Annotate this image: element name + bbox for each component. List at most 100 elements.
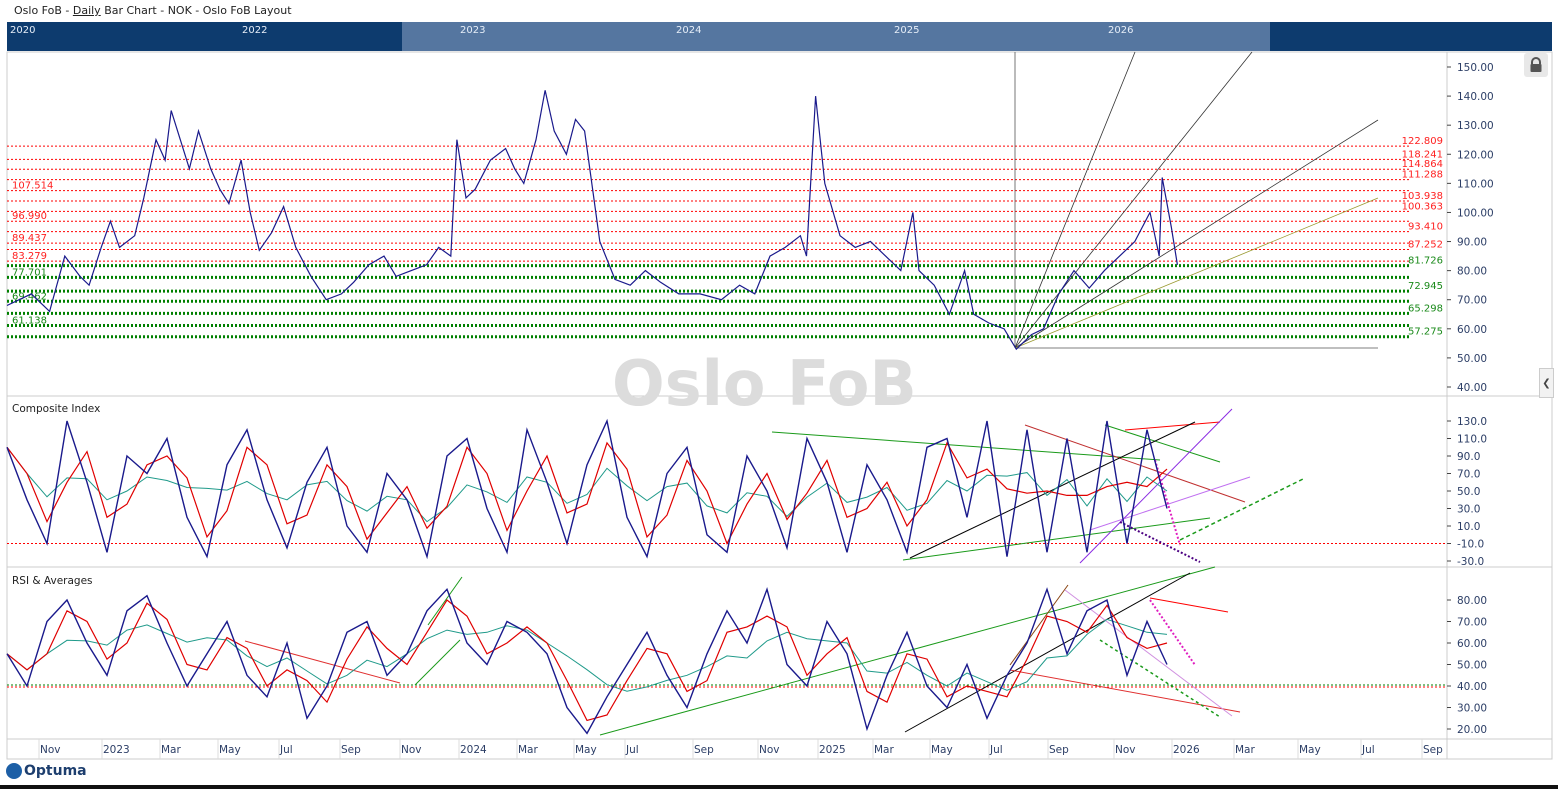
x-tick-label: May [931,744,953,756]
x-tick-label: 2024 [460,744,487,756]
x-tick-label: Nov [1115,744,1136,756]
x-tick-label: Jul [625,744,639,756]
x-tick-label: Nov [759,744,780,756]
y-tick-label: 10.0 [1457,521,1480,533]
date-navigator[interactable]: 2020 2022 2023 2024 2025 2026 [7,22,1552,51]
y-tick-label: 50.00 [1457,660,1487,672]
periodicity-link[interactable]: Daily [72,4,101,17]
x-tick-label: May [219,744,241,756]
logo-mark-icon [6,763,22,779]
fib-level-label: 103.938 [1402,191,1443,202]
rsi-slow-average [6,618,1168,692]
y-tick-label: 60.00 [1457,324,1487,336]
fibonacci-levels[interactable]: 107.514 96.990 89.437 83.279 77.701 69.462 61.… [7,136,1443,339]
chart-frame [6,51,1553,760]
rsi-trendlines[interactable] [244,566,1241,736]
composite-index-line [6,418,1168,560]
navigator-selection[interactable] [402,22,1270,51]
x-tick-label: Sep [1423,744,1443,756]
y-tick-label: 110.0 [1457,434,1487,446]
nav-year: 2022 [242,25,268,36]
x-tick-label: Jul [989,744,1003,756]
optuma-logo: Optuma [6,763,87,779]
y-tick-label: -30.0 [1457,556,1484,568]
y-tick-label: 120.00 [1457,149,1494,161]
y-tick-label: 130.0 [1457,416,1487,428]
panel-title-composite: Composite Index [12,403,100,415]
x-tick-label: 2026 [1173,744,1200,756]
x-tick-label: 2023 [103,744,130,756]
nav-year: 2026 [1108,25,1134,36]
fib-level-label: 83.279 [12,251,47,262]
fib-level-label: 111.288 [1402,170,1443,181]
fib-level-label: 65.298 [1408,303,1443,314]
x-tick-label: Jul [279,744,293,756]
y-tick-label: 150.00 [1457,62,1494,74]
fib-level-label: 93.410 [1408,222,1443,233]
x-tick-label: Sep [694,744,714,756]
fib-level-label: 87.252 [1408,240,1443,251]
price-line [6,90,1178,351]
x-tick-label: Mar [518,744,538,756]
fib-level-label: 77.701 [12,267,47,278]
fib-level-label: 118.241 [1402,149,1443,160]
x-tick-label: May [1299,744,1321,756]
x-axis[interactable]: Nov 2023 Mar May Jul Sep Nov 2024 Mar May Jul Sep No… [38,739,1443,759]
title-symbol: Oslo FoB - [14,4,73,17]
watermark: Oslo FoB [612,347,917,420]
logo-text: Optuma [24,763,87,779]
chart-title: Oslo FoB - Daily Bar Chart - NOK - Oslo … [14,4,292,17]
x-tick-label: Mar [874,744,894,756]
y-tick-label: 90.00 [1457,237,1487,249]
composite-trendlines[interactable] [771,408,1306,564]
y-tick-label: 40.00 [1457,681,1487,693]
nav-year: 2025 [894,25,920,36]
y-tick-label: 90.0 [1457,451,1480,463]
y-tick-label: 100.00 [1457,207,1494,219]
x-tick-label: May [575,744,597,756]
fib-level-label: 122.809 [1402,136,1443,147]
y-axes[interactable]: 150.00 140.00 130.00 120.00 110.00 100.00 90.0… [1447,62,1494,736]
x-tick-label: Nov [401,744,422,756]
x-tick-label: Sep [1049,744,1069,756]
y-tick-label: -10.0 [1457,539,1484,551]
fib-level-label: 57.275 [1408,327,1443,338]
y-tick-label: 130.00 [1457,120,1494,132]
bottom-bar [0,785,1558,789]
fib-level-label: 107.514 [12,181,53,192]
y-tick-label: 40.00 [1457,382,1487,394]
lock-icon[interactable] [1524,53,1548,77]
y-tick-label: 140.00 [1457,91,1494,103]
fib-level-label: 61.138 [12,315,47,326]
y-tick-label: 30.00 [1457,703,1487,715]
y-tick-label: 50.0 [1457,486,1480,498]
x-tick-label: Nov [40,744,61,756]
collapse-panel-chevron-icon[interactable]: ❮ [1539,368,1554,398]
gann-fan[interactable] [1014,51,1379,349]
rsi-fast-average [6,599,1168,722]
y-tick-label: 80.00 [1457,266,1487,278]
y-tick-label: 50.00 [1457,353,1487,365]
y-tick-label: 30.0 [1457,504,1480,516]
y-tick-label: 80.00 [1457,595,1487,607]
y-tick-label: 70.0 [1457,469,1480,481]
y-tick-label: 70.00 [1457,617,1487,629]
x-tick-label: 2025 [819,744,846,756]
nav-year: 2024 [676,25,702,36]
composite-fast-average [6,441,1168,545]
y-tick-label: 70.00 [1457,295,1487,307]
y-tick-label: 20.00 [1457,724,1487,736]
rsi-line [6,586,1168,735]
x-tick-label: Jul [1361,744,1375,756]
fib-level-label: 89.437 [12,233,47,244]
fib-level-label: 69.462 [12,291,47,302]
nav-year: 2023 [460,25,486,36]
y-tick-label: 60.00 [1457,638,1487,650]
fib-level-label: 72.945 [1408,281,1443,292]
x-tick-label: Mar [161,744,181,756]
y-tick-label: 110.00 [1457,178,1494,190]
fib-level-label: 96.990 [12,211,47,222]
fib-level-label: 81.726 [1408,256,1443,267]
x-tick-label: Sep [341,744,361,756]
